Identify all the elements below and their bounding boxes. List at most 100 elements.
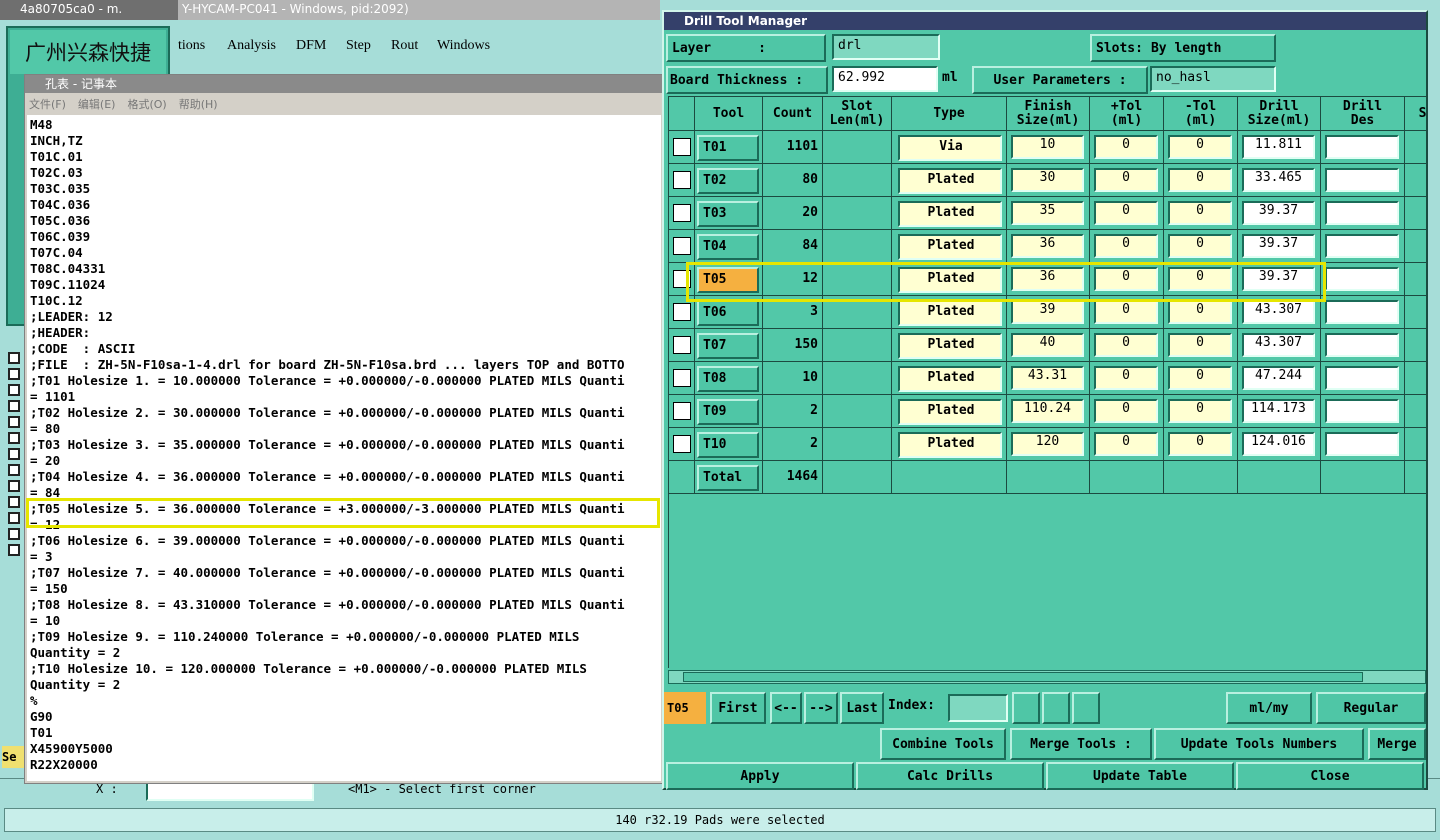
type-dropdown[interactable]: Plated xyxy=(898,333,1002,359)
type-dropdown[interactable]: Plated xyxy=(898,168,1002,194)
tool-button[interactable]: T01 xyxy=(697,135,759,161)
tool-icon[interactable] xyxy=(8,384,20,396)
menu-item[interactable]: DFM xyxy=(296,38,327,53)
drill-size-input[interactable]: 114.173 xyxy=(1242,399,1315,423)
type-dropdown[interactable]: Plated xyxy=(898,399,1002,425)
tool-icon[interactable] xyxy=(8,512,20,524)
plus-tol-input[interactable]: 0 xyxy=(1094,267,1158,291)
menu-item[interactable]: tions xyxy=(178,38,206,53)
finish-input[interactable]: 39 xyxy=(1011,300,1084,324)
h-scrollbar[interactable] xyxy=(668,670,1426,684)
finish-input[interactable]: 36 xyxy=(1011,234,1084,258)
menu-item[interactable]: Step xyxy=(346,38,371,53)
minus-tol-input[interactable]: 0 xyxy=(1168,300,1232,324)
tool-icon[interactable] xyxy=(8,480,20,492)
coord-input[interactable] xyxy=(146,781,314,801)
finish-input[interactable]: 40 xyxy=(1011,333,1084,357)
drill-des-input[interactable] xyxy=(1325,432,1399,456)
menu-item[interactable]: 格式(O) xyxy=(127,98,167,111)
type-dropdown[interactable]: Plated xyxy=(898,366,1002,392)
plus-tol-input[interactable]: 0 xyxy=(1094,234,1158,258)
drill-des-input[interactable] xyxy=(1325,399,1399,423)
type-dropdown[interactable]: Plated xyxy=(898,234,1002,260)
tool-button[interactable]: T04 xyxy=(697,234,759,260)
drill-size-input[interactable]: 39.37 xyxy=(1242,201,1315,225)
menu-item[interactable]: Analysis xyxy=(227,38,276,53)
icon-button[interactable] xyxy=(1012,692,1040,724)
tool-icon[interactable] xyxy=(8,352,20,364)
plus-tol-input[interactable]: 0 xyxy=(1094,333,1158,357)
nav-button[interactable]: Last xyxy=(840,692,884,724)
drill-size-input[interactable]: 43.307 xyxy=(1242,300,1315,324)
tool-icon[interactable] xyxy=(8,432,20,444)
plus-tol-input[interactable]: 0 xyxy=(1094,366,1158,390)
minus-tol-input[interactable]: 0 xyxy=(1168,135,1232,159)
finish-input[interactable]: 36 xyxy=(1011,267,1084,291)
tool-button[interactable]: T09 xyxy=(697,399,759,425)
tool-button[interactable]: T08 xyxy=(697,366,759,392)
tool-button[interactable]: T06 xyxy=(697,300,759,326)
drill-size-input[interactable]: 47.244 xyxy=(1242,366,1315,390)
drill-des-input[interactable] xyxy=(1325,234,1399,258)
tool-button[interactable]: T02 xyxy=(697,168,759,194)
nav-button[interactable]: <-- xyxy=(770,692,802,724)
minus-tol-input[interactable]: 0 xyxy=(1168,201,1232,225)
drill-size-input[interactable]: 11.811 xyxy=(1242,135,1315,159)
drill-des-input[interactable] xyxy=(1325,333,1399,357)
nav-button[interactable]: First xyxy=(710,692,766,724)
tool-icon[interactable] xyxy=(8,416,20,428)
type-dropdown[interactable]: Via xyxy=(898,135,1002,161)
drill-des-input[interactable] xyxy=(1325,135,1399,159)
finish-input[interactable]: 30 xyxy=(1011,168,1084,192)
icon-button[interactable] xyxy=(1042,692,1070,724)
row-icon[interactable] xyxy=(673,336,691,354)
finish-input[interactable]: 110.24 xyxy=(1011,399,1084,423)
row-icon[interactable] xyxy=(673,402,691,420)
tool-icon[interactable] xyxy=(8,528,20,540)
drill-des-input[interactable] xyxy=(1325,300,1399,324)
drill-size-input[interactable]: 33.465 xyxy=(1242,168,1315,192)
action-button[interactable]: Apply xyxy=(666,762,854,790)
tool-button[interactable]: T10 xyxy=(697,432,759,458)
drill-des-input[interactable] xyxy=(1325,168,1399,192)
menu-item[interactable]: 帮助(H) xyxy=(178,98,218,111)
plus-tol-input[interactable]: 0 xyxy=(1094,399,1158,423)
minus-tol-input[interactable]: 0 xyxy=(1168,432,1232,456)
type-dropdown[interactable]: Plated xyxy=(898,432,1002,458)
tool-icon[interactable] xyxy=(8,496,20,508)
mode-dropdown[interactable]: Regular xyxy=(1316,692,1426,724)
merge-option[interactable]: Update Tools Numbers xyxy=(1154,728,1364,760)
minus-tol-input[interactable]: 0 xyxy=(1168,234,1232,258)
menu-item[interactable]: Rout xyxy=(391,38,419,53)
drill-size-input[interactable]: 43.307 xyxy=(1242,333,1315,357)
action-button[interactable]: Update Table xyxy=(1046,762,1234,790)
action-button[interactable]: Calc Drills xyxy=(856,762,1044,790)
type-dropdown[interactable]: Plated xyxy=(898,267,1002,293)
units-dropdown[interactable]: ml/my xyxy=(1226,692,1312,724)
tool-button[interactable]: T05 xyxy=(697,267,759,293)
thickness-input[interactable]: 62.992 xyxy=(832,66,938,92)
plus-tol-input[interactable]: 0 xyxy=(1094,135,1158,159)
row-icon[interactable] xyxy=(673,138,691,156)
row-icon[interactable] xyxy=(673,204,691,222)
row-icon[interactable] xyxy=(673,237,691,255)
finish-input[interactable]: 10 xyxy=(1011,135,1084,159)
row-icon[interactable] xyxy=(673,303,691,321)
drill-size-input[interactable]: 39.37 xyxy=(1242,234,1315,258)
minus-tol-input[interactable]: 0 xyxy=(1168,267,1232,291)
merge-button[interactable]: Merge xyxy=(1368,728,1426,760)
menu-item[interactable]: 编辑(E) xyxy=(77,98,116,111)
minus-tol-input[interactable]: 0 xyxy=(1168,399,1232,423)
tool-icon[interactable] xyxy=(8,448,20,460)
plus-tol-input[interactable]: 0 xyxy=(1094,300,1158,324)
tool-icon[interactable] xyxy=(8,544,20,556)
menu-item[interactable]: Windows xyxy=(437,38,491,53)
tool-button[interactable]: T07 xyxy=(697,333,759,359)
icon-button[interactable] xyxy=(1072,692,1100,724)
minus-tol-input[interactable]: 0 xyxy=(1168,333,1232,357)
finish-input[interactable]: 120 xyxy=(1011,432,1084,456)
finish-input[interactable]: 35 xyxy=(1011,201,1084,225)
drill-size-input[interactable]: 124.016 xyxy=(1242,432,1315,456)
plus-tol-input[interactable]: 0 xyxy=(1094,432,1158,456)
tool-button[interactable]: T03 xyxy=(697,201,759,227)
